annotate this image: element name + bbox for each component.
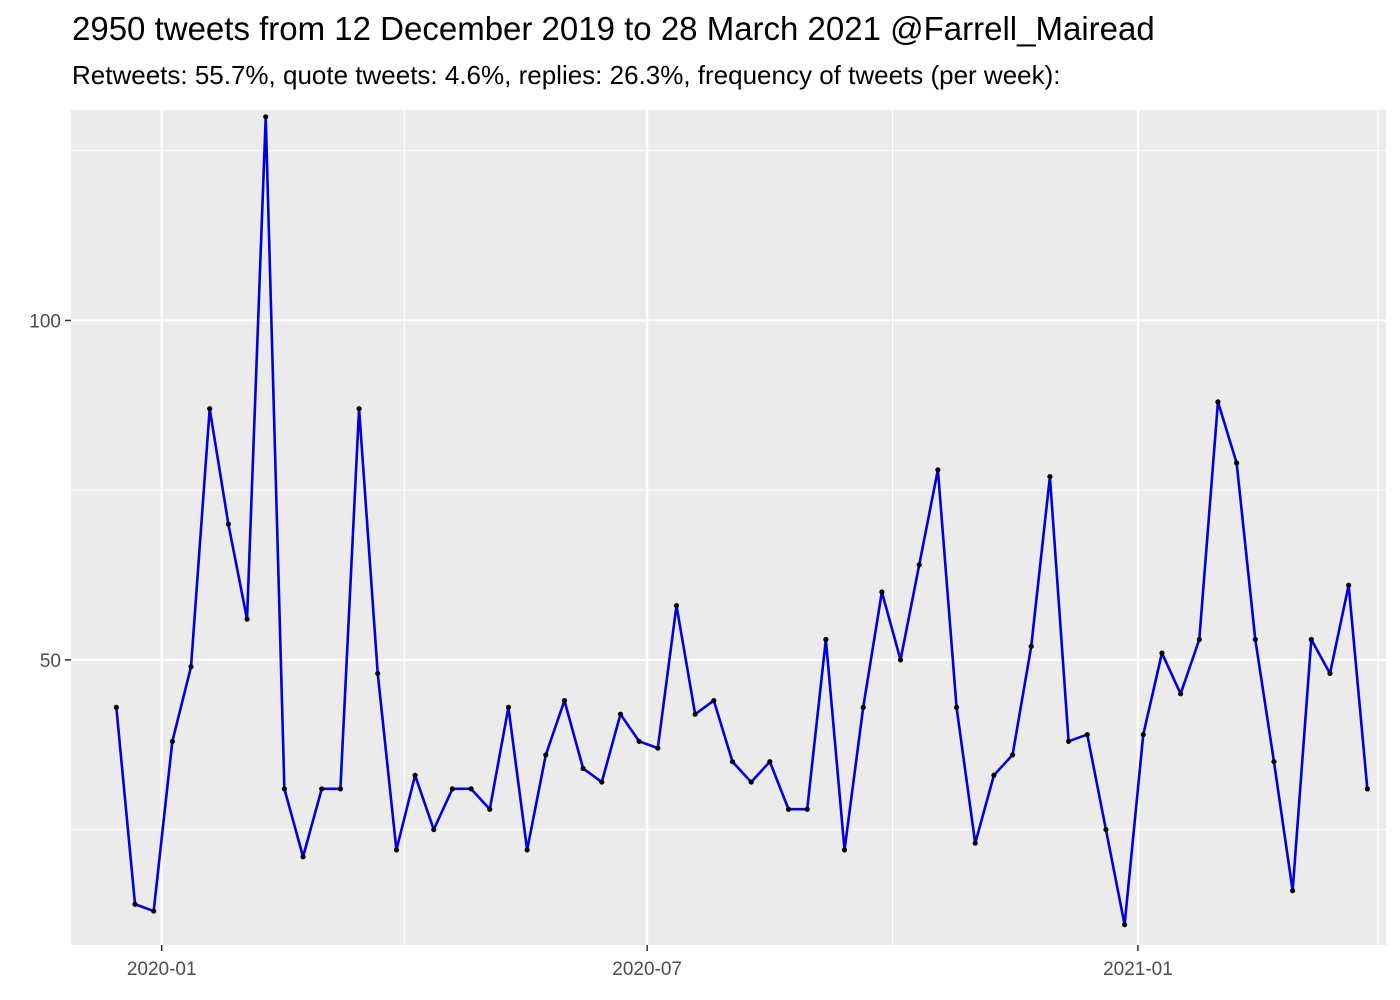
data-point: [393, 847, 400, 853]
data-point: [412, 772, 418, 778]
data-point: [263, 114, 269, 120]
data-point: [244, 616, 250, 622]
data-point: [804, 806, 810, 812]
data-point: [972, 840, 978, 846]
chart-title: 2950 tweets from 12 December 2019 to 28 …: [72, 10, 1155, 47]
data-point: [823, 636, 829, 643]
data-point: [1346, 582, 1352, 588]
data-point: [1290, 888, 1296, 894]
data-point: [225, 521, 231, 527]
data-point: [1065, 738, 1072, 744]
data-point: [300, 854, 306, 860]
data-point: [636, 738, 642, 744]
data-point: [505, 704, 512, 711]
data-point: [1327, 670, 1333, 677]
data-point: [673, 602, 680, 609]
data-point: [897, 657, 904, 663]
data-point: [1009, 752, 1016, 758]
data-point: [543, 752, 549, 758]
y-tick-label: 50: [40, 651, 61, 672]
data-point: [729, 759, 736, 765]
data-point: [319, 786, 325, 792]
x-tick-label: 2020-01: [127, 959, 197, 980]
data-point: [991, 772, 997, 778]
data-point: [188, 664, 194, 670]
data-point: [1103, 826, 1109, 833]
data-point: [711, 698, 717, 704]
data-point: [1308, 636, 1314, 643]
data-point: [375, 670, 381, 677]
y-tick-label: 100: [29, 311, 61, 332]
x-tick-label: 2020-07: [612, 959, 682, 980]
data-point: [655, 745, 661, 751]
data-point: [1178, 691, 1184, 697]
data-point: [431, 826, 437, 833]
data-point: [767, 759, 773, 765]
data-point: [1159, 650, 1165, 656]
data-point: [1364, 786, 1370, 792]
series-line: [115, 115, 1369, 926]
data-point: [785, 806, 792, 812]
data-point: [748, 779, 754, 785]
data-point: [1196, 636, 1202, 643]
data-point: [916, 562, 922, 568]
data-point: [599, 779, 605, 785]
data-point: [207, 406, 213, 412]
data-point: [561, 698, 568, 704]
data-point: [1271, 759, 1277, 765]
data-point: [1084, 731, 1090, 738]
data-point: [151, 908, 157, 914]
data-point: [617, 711, 624, 717]
data-point: [1215, 399, 1221, 405]
data-point: [692, 711, 698, 717]
data-point: [1122, 922, 1128, 928]
data-point: [169, 738, 175, 744]
data-point: [449, 786, 456, 792]
data-point: [1047, 473, 1053, 480]
data-point: [113, 704, 119, 711]
data-point: [281, 786, 287, 792]
data-point: [524, 847, 530, 853]
data-point: [841, 847, 848, 853]
data-point: [879, 589, 885, 595]
data-point: [487, 806, 493, 812]
data-point: [132, 901, 138, 907]
data-point: [1140, 731, 1146, 738]
data-point: [860, 704, 866, 711]
data-point: [1252, 636, 1258, 643]
data-point: [935, 467, 941, 473]
data-point: [468, 786, 474, 792]
chart-subtitle: Retweets: 55.7%, quote tweets: 4.6%, rep…: [72, 60, 1061, 90]
x-tick-label: 2021-01: [1103, 959, 1173, 980]
data-point: [953, 704, 960, 711]
data-point: [580, 765, 586, 772]
data-point: [337, 786, 343, 792]
data-point: [1028, 643, 1034, 649]
data-point: [356, 406, 362, 412]
data-point: [1234, 460, 1240, 466]
